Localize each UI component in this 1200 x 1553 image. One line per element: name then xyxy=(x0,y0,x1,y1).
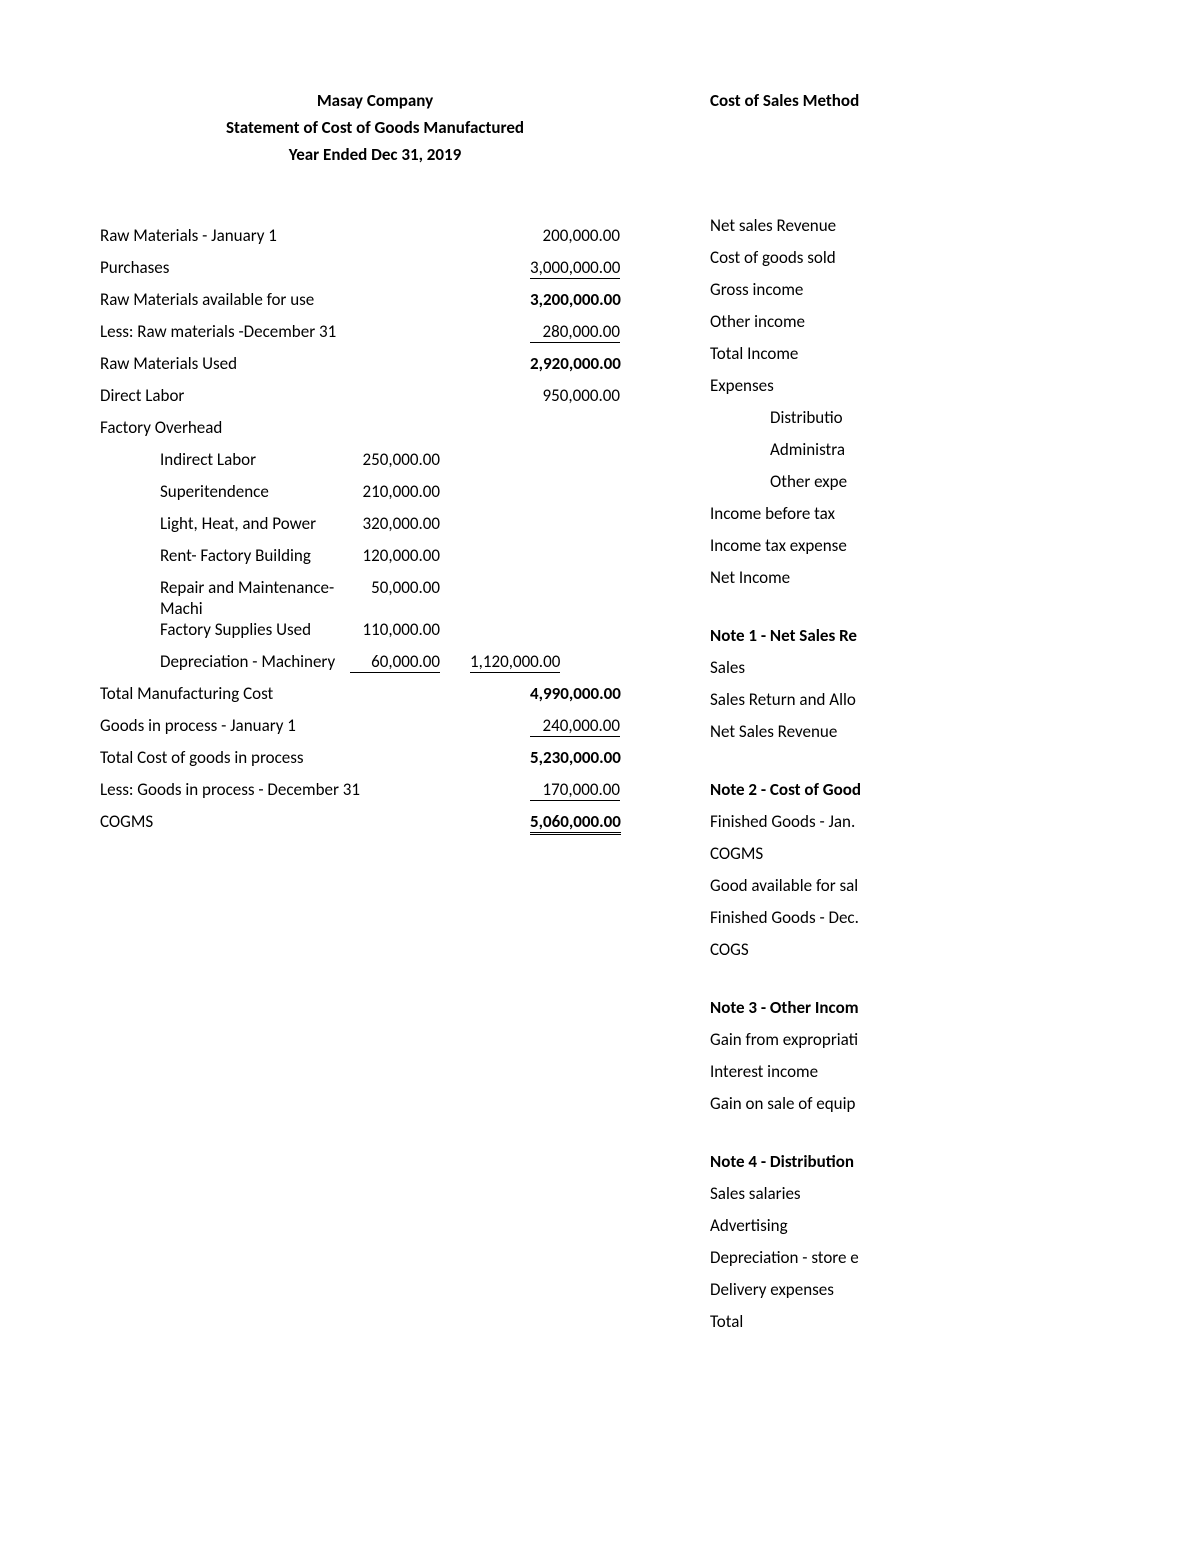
admin-expense: Administra xyxy=(710,439,930,471)
value: 170,000.00 xyxy=(530,779,620,801)
label: COGMS xyxy=(100,811,400,832)
label: Raw Materials available for use xyxy=(100,289,400,310)
value: 950,000.00 xyxy=(500,385,620,406)
row-direct-labor: Direct Labor 950,000.00 xyxy=(100,385,650,417)
row-overhead-0: Indirect Labor 250,000.00 xyxy=(100,449,650,481)
label: Light, Heat, and Power xyxy=(100,513,340,534)
label: Superitendence xyxy=(100,481,340,502)
note4-advertising: Advertising xyxy=(710,1215,930,1247)
row-overhead-2: Light, Heat, and Power 320,000.00 xyxy=(100,513,650,545)
row-overhead-4: Repair and Maintenance- Machi 50,000.00 xyxy=(100,577,650,619)
row-overhead-6: Depreciation - Machinery 60,000.00 1,120… xyxy=(100,651,650,683)
note1-title: Note 1 - Net Sales Re xyxy=(710,625,930,657)
total-income: Total Income xyxy=(710,343,930,375)
value: 320,000.00 xyxy=(340,513,440,534)
note1-returns: Sales Return and Allo xyxy=(710,689,930,721)
label: Purchases xyxy=(100,257,400,278)
distribution-expense: Distributio xyxy=(710,407,930,439)
value: 280,000.00 xyxy=(530,321,620,343)
income-before-tax: Income before tax xyxy=(710,503,930,535)
label: Less: Raw materials -December 31 xyxy=(100,321,400,342)
note2-fg-jan: Finished Goods - Jan. xyxy=(710,811,930,843)
row-factory-overhead: Factory Overhead xyxy=(100,417,650,449)
right-header: Cost of Sales Method xyxy=(710,90,930,111)
note3-gain-equip: Gain on sale of equip xyxy=(710,1093,930,1125)
note1-sales: Sales xyxy=(710,657,930,689)
company-name: Masay Company xyxy=(100,90,650,117)
note4-depreciation: Depreciation - store e xyxy=(710,1247,930,1279)
statement-title: Statement of Cost of Goods Manufactured xyxy=(100,117,650,144)
note2-title: Note 2 - Cost of Good xyxy=(710,779,930,811)
note4-total: Total xyxy=(710,1311,930,1343)
note3-title: Note 3 - Other Incom xyxy=(710,997,930,1029)
label: Raw Materials Used xyxy=(100,353,400,374)
label: Factory Overhead xyxy=(100,417,400,438)
value: 110,000.00 xyxy=(340,619,440,640)
expenses-label: Expenses xyxy=(710,375,930,407)
row-rm-avail: Raw Materials available for use 3,200,00… xyxy=(100,289,650,321)
value: 2,920,000.00 xyxy=(500,353,620,374)
row-less-rm-dec31: Less: Raw materials -December 31 280,000… xyxy=(100,321,650,353)
cogm-statement: Masay Company Statement of Cost of Goods… xyxy=(100,90,650,1343)
label: Raw Materials - January 1 xyxy=(100,225,400,246)
label: Depreciation - Machinery xyxy=(100,651,340,672)
note2-avail: Good available for sal xyxy=(710,875,930,907)
net-income: Net Income xyxy=(710,567,930,599)
label: Repair and Maintenance- Machi xyxy=(100,577,340,619)
other-expense: Other expe xyxy=(710,471,930,503)
value: 200,000.00 xyxy=(500,225,620,246)
note3-gain-expro: Gain from expropriati xyxy=(710,1029,930,1061)
value: 240,000.00 xyxy=(530,715,620,737)
net-sales-revenue: Net sales Revenue xyxy=(710,215,930,247)
header-block: Masay Company Statement of Cost of Goods… xyxy=(100,90,650,165)
label: Total Manufacturing Cost xyxy=(100,683,400,704)
cost-of-goods-sold: Cost of goods sold xyxy=(710,247,930,279)
row-rm-jan1: Raw Materials - January 1 200,000.00 xyxy=(100,225,650,257)
note1-net: Net Sales Revenue xyxy=(710,721,930,753)
note4-delivery: Delivery expenses xyxy=(710,1279,930,1311)
label: Total Cost of goods in process xyxy=(100,747,400,768)
value: 3,200,000.00 xyxy=(500,289,620,310)
label: Indirect Labor xyxy=(100,449,340,470)
gross-income: Gross income xyxy=(710,279,930,311)
row-rm-used: Raw Materials Used 2,920,000.00 xyxy=(100,353,650,385)
row-less-gip-dec31: Less: Goods in process - December 31 170… xyxy=(100,779,650,811)
label: Goods in process - January 1 xyxy=(100,715,400,736)
overhead-total: 1,120,000.00 xyxy=(470,651,560,673)
row-cogms: COGMS 5,060,000.00 xyxy=(100,811,650,843)
income-tax-expense: Income tax expense xyxy=(710,535,930,567)
row-overhead-5: Factory Supplies Used 110,000.00 xyxy=(100,619,650,651)
note2-cogms: COGMS xyxy=(710,843,930,875)
value: 4,990,000.00 xyxy=(500,683,620,704)
row-overhead-1: Superitendence 210,000.00 xyxy=(100,481,650,513)
value: 120,000.00 xyxy=(340,545,440,566)
value: 5,230,000.00 xyxy=(500,747,620,768)
row-purchases: Purchases 3,000,000.00 xyxy=(100,257,650,289)
note4-sales-salaries: Sales salaries xyxy=(710,1183,930,1215)
label: Direct Labor xyxy=(100,385,400,406)
note3-interest: Interest income xyxy=(710,1061,930,1093)
value: 250,000.00 xyxy=(340,449,440,470)
label: Factory Supplies Used xyxy=(100,619,340,640)
value: 5,060,000.00 xyxy=(530,811,621,835)
note2-fg-dec: Finished Goods - Dec. xyxy=(710,907,930,939)
value: 50,000.00 xyxy=(340,577,440,598)
income-statement-partial: Cost of Sales Method Net sales Revenue C… xyxy=(710,90,930,1343)
row-total-mfg-cost: Total Manufacturing Cost 4,990,000.00 xyxy=(100,683,650,715)
value: 210,000.00 xyxy=(340,481,440,502)
note4-title: Note 4 - Distribution xyxy=(710,1151,930,1183)
label: Less: Goods in process - December 31 xyxy=(100,779,400,800)
statement-period: Year Ended Dec 31, 2019 xyxy=(100,144,650,165)
note2-cogs: COGS xyxy=(710,939,930,971)
value: 3,000,000.00 xyxy=(530,257,620,279)
label: Rent- Factory Building xyxy=(100,545,340,566)
value: 60,000.00 xyxy=(350,651,440,673)
row-total-gip: Total Cost of goods in process 5,230,000… xyxy=(100,747,650,779)
row-gip-jan1: Goods in process - January 1 240,000.00 xyxy=(100,715,650,747)
other-income: Other income xyxy=(710,311,930,343)
row-overhead-3: Rent- Factory Building 120,000.00 xyxy=(100,545,650,577)
